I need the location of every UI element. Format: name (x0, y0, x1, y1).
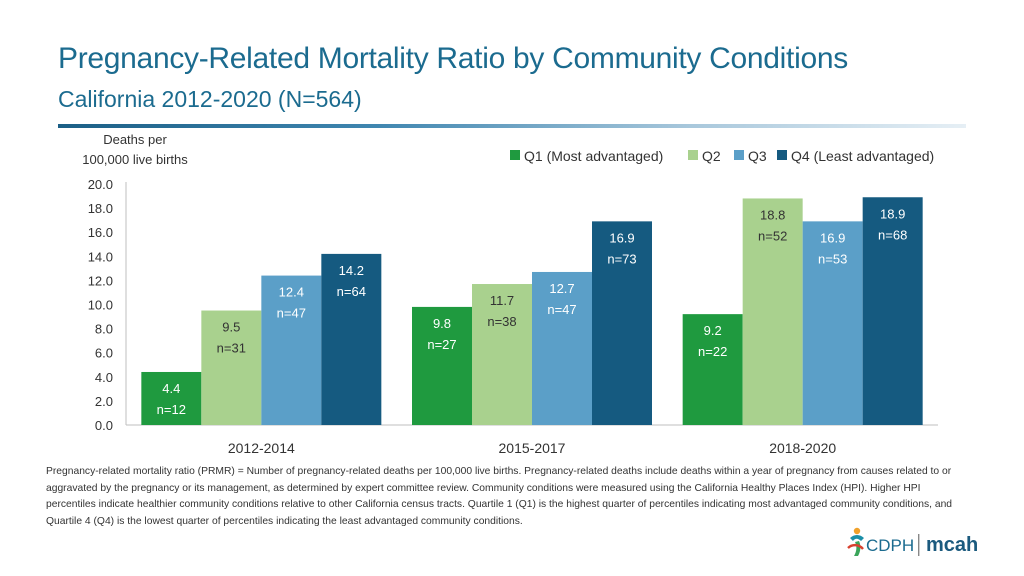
bar-value-label: 16.9 (609, 230, 634, 245)
bar-value-label: 14.2 (339, 263, 364, 278)
bar-value-label: 18.8 (760, 207, 785, 222)
y-tick-label: 0.0 (95, 418, 113, 433)
cdph-figure-icon (847, 527, 864, 556)
bar-n-label: n=38 (487, 314, 516, 329)
bar-n-label: n=47 (277, 306, 306, 321)
bar-1 (412, 306, 472, 425)
cdph-logo-text: CDPH (866, 536, 914, 555)
bar-3 (532, 271, 592, 425)
legend-label-3: Q3 (748, 148, 767, 164)
y-tick-label: 4.0 (95, 370, 113, 385)
bar-value-label: 18.9 (880, 206, 905, 221)
bar-2 (472, 284, 532, 425)
bar-value-label: 4.4 (162, 381, 180, 396)
bar-n-label: n=47 (547, 302, 576, 317)
bar-3 (261, 275, 322, 425)
page-title: Pregnancy-Related Mortality Ratio by Com… (58, 42, 848, 75)
bar-1 (141, 371, 202, 425)
page-subtitle: California 2012-2020 (N=564) (58, 86, 362, 112)
y-axis-label-line-2: 100,000 live births (82, 152, 188, 167)
bar-4 (862, 197, 923, 425)
bar-value-label: 9.5 (222, 320, 240, 335)
legend-swatch-3 (734, 150, 744, 160)
bar-value-label: 12.7 (549, 281, 574, 296)
x-tick-label: 2015-2017 (499, 440, 566, 456)
y-tick-label: 10.0 (88, 298, 113, 313)
bar-4 (592, 221, 652, 425)
y-tick-label: 8.0 (95, 322, 113, 337)
mcah-logo-text: mcah (926, 534, 978, 556)
legend-swatch-2 (688, 150, 698, 160)
bar-value-label: 11.7 (490, 293, 514, 308)
footnote: Pregnancy-related mortality ratio (PRMR)… (46, 466, 953, 527)
bar-4 (321, 253, 382, 425)
bar-value-label: 12.4 (279, 285, 304, 300)
bar-n-label: n=53 (818, 251, 847, 266)
legend-label-1: Q1 (Most advantaged) (524, 148, 663, 164)
bar-n-label: n=12 (157, 402, 186, 417)
bar-value-label: 16.9 (820, 230, 845, 245)
y-tick-label: 2.0 (95, 394, 113, 409)
bar-n-label: n=64 (337, 284, 366, 299)
y-tick-label: 16.0 (88, 225, 113, 240)
y-axis-label-line-1: Deaths per (103, 132, 167, 147)
y-tick-label: 18.0 (88, 201, 113, 216)
legend-swatch-4 (777, 150, 787, 160)
bar-1 (682, 314, 743, 425)
bar-3 (802, 221, 863, 425)
legend-label-2: Q2 (702, 148, 721, 164)
legend-label-4: Q4 (Least advantaged) (791, 148, 934, 164)
bar-n-label: n=22 (698, 344, 727, 359)
y-tick-label: 14.0 (88, 249, 113, 264)
bar-n-label: n=31 (217, 341, 246, 356)
bar-n-label: n=52 (758, 228, 787, 243)
bar-2 (201, 310, 262, 425)
y-tick-label: 20.0 (88, 177, 113, 192)
y-tick-label: 6.0 (95, 346, 113, 361)
x-tick-label: 2012-2014 (228, 440, 295, 456)
bar-value-label: 9.8 (433, 316, 451, 331)
cdph-mcah-logo: CDPH mcah (847, 527, 978, 556)
bar-n-label: n=73 (607, 251, 636, 266)
bar-n-label: n=27 (427, 337, 456, 352)
title-divider (58, 124, 966, 128)
bar-n-label: n=68 (878, 227, 907, 242)
y-tick-label: 12.0 (88, 273, 113, 288)
legend-swatch-1 (510, 150, 520, 160)
bar-value-label: 9.2 (704, 323, 722, 338)
bar-2 (742, 198, 803, 425)
x-tick-label: 2018-2020 (769, 440, 836, 456)
logo-separator (918, 534, 920, 556)
